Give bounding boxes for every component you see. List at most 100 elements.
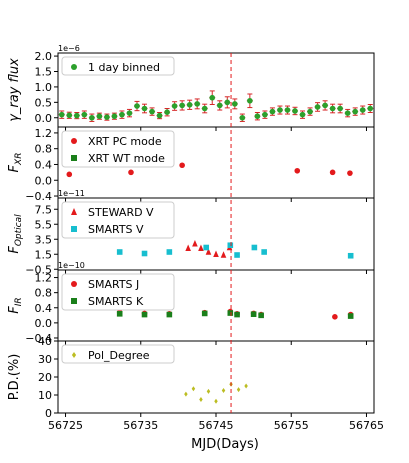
data-point	[227, 242, 234, 249]
data-point	[201, 310, 208, 317]
y-tick-label: 0	[45, 407, 52, 420]
y-tick-label: −0.5	[25, 263, 52, 276]
x-tick-label: 56755	[274, 419, 309, 432]
data-point	[81, 111, 88, 118]
data-point	[89, 114, 95, 121]
data-point	[201, 105, 208, 112]
data-point	[258, 312, 264, 319]
y-axis-label: FOptical	[7, 214, 24, 254]
y-tick-label: −0.4	[25, 190, 52, 203]
legend-box	[61, 201, 175, 239]
legend-marker	[71, 226, 77, 232]
y-tick-label: 0.0	[35, 174, 53, 187]
data-point	[156, 112, 163, 119]
legend-box	[61, 56, 175, 76]
data-point	[166, 249, 173, 255]
y-tick-label: 1.2	[35, 272, 53, 285]
data-point	[251, 244, 258, 251]
data-point	[119, 111, 125, 118]
data-point	[220, 251, 227, 258]
data-point	[244, 383, 248, 389]
data-point	[294, 167, 301, 174]
panel-ir: −0.4 0.0 0.4 0.8 1.2 1e−10 FIR SMARTS J SMARTS K	[7, 261, 375, 345]
data-point	[307, 108, 313, 115]
data-point	[314, 104, 321, 110]
legend-marker	[71, 298, 77, 304]
y-tick-label: −0.4	[25, 332, 52, 345]
panel-optical: −0.5 1.5 3.5 5.5 7.5 1e−11 FOptical STEWARD V SM…	[7, 189, 375, 276]
data-point	[221, 388, 226, 393]
y-tick-label: 0.4	[35, 302, 53, 315]
data-point	[344, 110, 351, 116]
data-point	[203, 244, 210, 251]
panel-gamma: 0.0 0.5 1.0 1.5 2.0 1e−6 γ_ray flux 1 day binne…	[7, 44, 375, 131]
data-point	[126, 110, 133, 116]
data-point	[269, 108, 276, 115]
y-tick-label: 0.8	[35, 143, 53, 156]
data-point	[239, 114, 246, 121]
legend-label: SMARTS V	[88, 223, 144, 236]
x-axis-label: MJD(Days)	[191, 437, 259, 452]
x-tick-label: 56745	[199, 419, 234, 432]
data-point	[214, 398, 218, 404]
data-point	[134, 103, 140, 109]
y-axis-label: FXR	[7, 153, 24, 173]
legend-label: SMARTS J	[88, 278, 139, 291]
y-tick-label: 5.5	[35, 218, 53, 231]
y-tick-label: 0.0	[35, 112, 53, 125]
data-point	[166, 311, 173, 318]
data-point	[74, 112, 80, 119]
data-point	[179, 102, 185, 109]
data-point	[262, 111, 268, 118]
y-axis-label: FIR	[7, 297, 24, 313]
data-point	[205, 248, 212, 255]
y-tick-label: 0.8	[35, 287, 53, 300]
y-tick-label: 0.4	[35, 158, 53, 171]
x-tick-label: 56725	[48, 419, 83, 432]
legend-label: XRT WT mode	[88, 152, 165, 165]
data-point	[213, 250, 219, 258]
legend-box	[61, 273, 175, 311]
y-tick-label: 7.5	[35, 203, 53, 216]
legend-box	[61, 344, 175, 364]
data-point	[234, 311, 240, 318]
data-point	[164, 109, 170, 115]
data-point	[332, 314, 338, 320]
data-point	[116, 249, 123, 255]
x-tick-label: 56735	[123, 419, 158, 432]
y-tick-label: 20	[38, 371, 52, 384]
y-tick-label: 40	[38, 335, 52, 348]
data-point	[236, 387, 241, 393]
legend-marker	[71, 208, 77, 215]
data-point	[254, 113, 261, 120]
data-point	[234, 252, 240, 258]
y-tick-label: 0.0	[35, 317, 53, 330]
data-point	[347, 170, 353, 176]
data-point	[199, 397, 203, 402]
data-point	[58, 111, 65, 118]
data-point	[171, 103, 178, 109]
data-point	[337, 105, 343, 112]
y-tick-label: 2.0	[35, 50, 53, 63]
legend-marker	[71, 64, 77, 70]
data-point	[299, 111, 306, 118]
data-point	[359, 107, 366, 113]
data-point	[141, 250, 148, 257]
data-point	[347, 313, 354, 319]
data-point	[66, 171, 73, 178]
data-point	[367, 105, 374, 112]
x-tick-label: 56765	[349, 419, 384, 432]
legend-marker	[71, 138, 77, 144]
data-point	[352, 108, 358, 115]
data-point	[141, 105, 148, 112]
data-point	[141, 311, 148, 318]
data-point	[347, 252, 354, 259]
y-tick-label: 3.5	[35, 233, 53, 246]
y-axis-label: γ_ray flux	[7, 58, 22, 122]
panels-layer: 0.0 0.5 1.0 1.5 2.0 1e−6 γ_ray flux 1 day binne…	[7, 44, 384, 432]
legend-marker	[71, 352, 77, 358]
data-point	[179, 162, 185, 169]
data-point	[104, 114, 110, 120]
y-tick-label: 1.0	[35, 81, 53, 94]
